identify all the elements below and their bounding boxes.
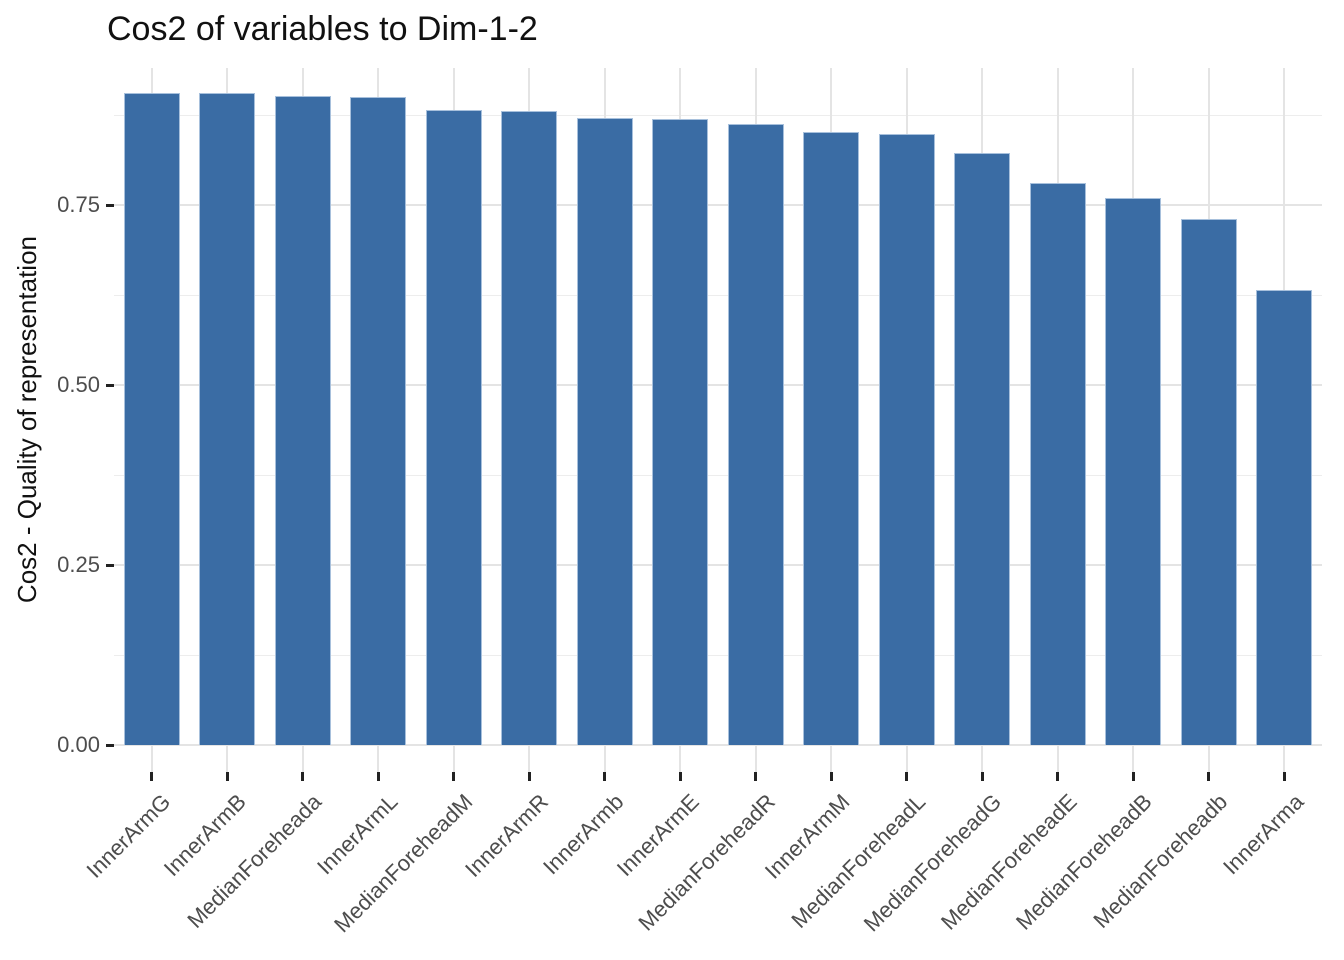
x-tick-label: InnerArma <box>1217 789 1308 880</box>
y-major-gridline <box>114 204 1322 206</box>
y-minor-gridline <box>114 114 1322 116</box>
y-axis-title: Cos2 - Quality of representation <box>8 68 46 772</box>
x-tick-mark <box>527 772 531 781</box>
x-tick-label: MedianForeheadE <box>935 789 1082 935</box>
x-tick-mark <box>905 772 909 781</box>
y-tick-mark <box>106 743 114 747</box>
x-tick-mark <box>829 772 833 781</box>
x-tick-label: MedianForeheadb <box>1088 789 1233 933</box>
x-tick-label: MedianForeheadL <box>786 789 931 933</box>
x-tick-mark <box>225 772 229 781</box>
x-tick-mark <box>754 772 758 781</box>
y-tick-label: 0.50 <box>57 372 100 397</box>
bar-MedianForeheada <box>274 95 331 745</box>
x-tick-mark <box>1282 772 1286 781</box>
x-tick-mark <box>1207 772 1211 781</box>
y-tick-label: 0.00 <box>57 732 100 757</box>
bar-InnerArma <box>1256 289 1313 745</box>
y-tick-label: 0.25 <box>57 552 100 577</box>
x-tick-mark <box>980 772 984 781</box>
y-minor-gridline <box>114 654 1322 656</box>
x-tick-label: InnerArmG <box>81 789 176 883</box>
x-tick-label: MedianForeheadR <box>632 789 780 936</box>
x-tick-mark <box>1131 772 1135 781</box>
bar-MedianForeheadR <box>727 124 784 745</box>
y-major-gridline <box>114 744 1322 746</box>
bar-MedianForeheadL <box>878 134 935 745</box>
x-tick-mark <box>452 772 456 781</box>
x-tick-label: MedianForeheada <box>182 789 327 933</box>
y-tick-mark <box>106 383 114 387</box>
bar-MedianForeheadG <box>954 153 1011 745</box>
x-tick-label: MedianForeheadM <box>329 789 478 938</box>
bar-InnerArmR <box>501 110 558 745</box>
y-tick-mark <box>106 563 114 567</box>
x-tick-mark <box>376 772 380 781</box>
x-tick-mark <box>301 772 305 781</box>
x-tick-mark <box>1056 772 1060 781</box>
bar-InnerArmL <box>350 97 407 745</box>
y-major-gridline <box>114 564 1322 566</box>
x-tick-label: MedianForeheadG <box>858 789 1006 937</box>
x-tick-mark <box>603 772 607 781</box>
y-axis-title-text: Cos2 - Quality of representation <box>11 236 42 604</box>
y-tick-mark <box>106 203 114 207</box>
x-tick-label: MedianForeheadB <box>1011 789 1157 935</box>
bar-MedianForeheadb <box>1180 218 1237 745</box>
bar-InnerArmM <box>803 131 860 745</box>
y-tick-label: 0.75 <box>57 192 100 217</box>
bar-InnerArmB <box>199 93 256 745</box>
y-major-gridline <box>114 384 1322 386</box>
x-tick-mark <box>150 772 154 781</box>
bar-InnerArmE <box>652 119 709 745</box>
plot-panel <box>114 68 1322 772</box>
x-tick-mark <box>678 772 682 781</box>
bar-MedianForeheadB <box>1105 197 1162 745</box>
chart-title: Cos2 of variables to Dim-1-2 <box>107 10 538 48</box>
bar-InnerArmb <box>576 117 633 745</box>
y-minor-gridline <box>114 474 1322 476</box>
y-minor-gridline <box>114 294 1322 296</box>
bar-InnerArmG <box>123 92 180 745</box>
bar-MedianForeheadM <box>425 109 482 745</box>
bar-MedianForeheadE <box>1029 182 1086 745</box>
